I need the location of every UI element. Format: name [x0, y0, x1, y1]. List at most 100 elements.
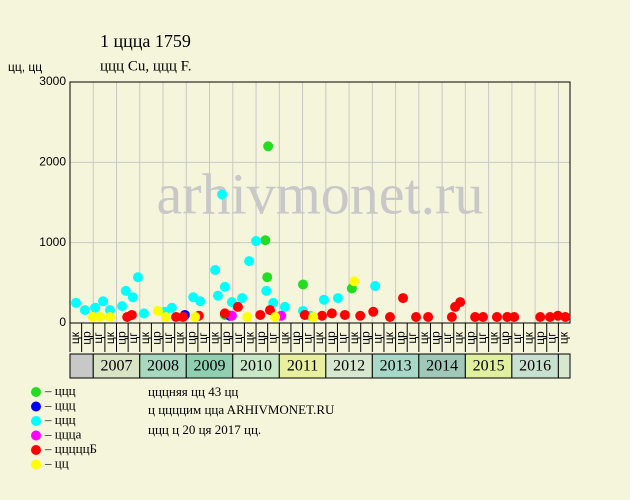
watermark: arhivmonet.ru: [157, 161, 484, 226]
point: [190, 311, 201, 322]
x-tick-label: цк: [382, 331, 396, 344]
x-tick-label: цр: [149, 331, 163, 345]
year-label: 2016: [519, 358, 551, 375]
point: [318, 294, 329, 305]
year-cell: [371, 353, 420, 379]
point: [263, 141, 274, 152]
x-tick-label: цг: [231, 332, 245, 344]
point: [166, 302, 177, 313]
point: [298, 279, 309, 290]
point: [219, 281, 230, 292]
point: [491, 311, 502, 322]
legend-label: – цццa: [44, 426, 82, 441]
x-tick-label: цр: [394, 331, 408, 345]
x-tick-label: цк: [312, 331, 326, 344]
point: [502, 311, 513, 322]
note: ццц ц 20 ця 2017 цц.: [148, 422, 261, 437]
x-tick-label: цк: [68, 331, 82, 344]
point: [552, 310, 563, 321]
x-tick-label: цг: [370, 332, 384, 344]
year-label: 2011: [287, 358, 318, 375]
point: [411, 311, 422, 322]
point: [308, 311, 319, 322]
point: [261, 285, 272, 296]
x-tick-label: цр: [428, 331, 442, 345]
x-tick-label: цк: [242, 331, 256, 344]
year-label: 2015: [473, 358, 505, 375]
x-tick-label: цг: [475, 332, 489, 344]
legend-label: – цц: [44, 455, 69, 470]
x-tick-label: цк: [347, 331, 361, 344]
point: [237, 293, 248, 304]
year-label: 2007: [101, 358, 133, 375]
x-tick-label: цг: [126, 332, 140, 344]
x-tick-label: цр: [114, 331, 128, 345]
legend-marker: [31, 430, 41, 441]
point: [262, 272, 273, 283]
point: [160, 311, 171, 322]
note: цццняя цц 43 цц: [148, 384, 238, 399]
point: [279, 301, 290, 312]
x-tick-label: цк: [173, 331, 187, 344]
point: [217, 189, 228, 200]
x-tick-label: цк: [417, 331, 431, 344]
y-tick-label: 3000: [39, 74, 66, 88]
point: [355, 310, 366, 321]
point: [127, 292, 138, 303]
x-tick-label: цр: [463, 331, 477, 345]
point: [126, 309, 137, 320]
y-tick-label: 0: [59, 315, 66, 329]
point: [251, 236, 262, 247]
y-axis-label: цц, цц: [8, 60, 42, 74]
point: [255, 309, 266, 320]
point: [265, 305, 275, 316]
year-label: 2013: [380, 358, 412, 375]
point: [368, 306, 379, 317]
point: [95, 311, 106, 322]
point: [210, 264, 221, 275]
year-label: 2010: [240, 358, 272, 375]
year-band-tail: [557, 353, 571, 379]
plot-frame: [69, 81, 571, 324]
year-cell: [418, 353, 466, 379]
year-cell: [92, 353, 141, 379]
year-cell: [139, 353, 187, 379]
x-tick-label: цр: [359, 331, 373, 345]
point: [446, 311, 457, 322]
x-tick-label: цг: [510, 332, 524, 344]
legend-label: – ццц: [44, 397, 76, 412]
x-tick-label: цр: [498, 331, 512, 345]
point: [178, 311, 189, 322]
x-tick-label: цг: [405, 332, 419, 344]
point: [370, 281, 381, 292]
point: [398, 293, 409, 304]
point: [138, 308, 149, 319]
point: [87, 311, 98, 322]
legend-marker: [31, 459, 41, 470]
x-tick-label: цр: [533, 331, 547, 345]
year-label: 2014: [426, 358, 458, 375]
year-cell: [511, 353, 559, 379]
point: [455, 297, 466, 308]
point: [71, 297, 82, 308]
point: [212, 290, 223, 301]
point: [317, 310, 328, 321]
point: [132, 272, 143, 283]
year-label: 2008: [147, 358, 179, 375]
point: [79, 305, 90, 316]
point: [423, 311, 434, 322]
x-tick-label: цк: [556, 331, 570, 344]
legend-label: – ццц: [44, 412, 76, 427]
legend-marker: [31, 387, 41, 397]
chart-title: 1 цццa 1759: [100, 31, 191, 51]
x-tick-label: цг: [196, 332, 210, 344]
x-tick-label: цк: [138, 331, 152, 344]
point: [244, 256, 255, 267]
x-tick-label: цг: [335, 332, 349, 344]
x-tick-label: цр: [184, 331, 198, 345]
x-tick-label: цк: [103, 331, 117, 344]
point: [219, 308, 230, 319]
point: [232, 301, 243, 312]
point: [299, 309, 310, 320]
point: [349, 276, 360, 287]
